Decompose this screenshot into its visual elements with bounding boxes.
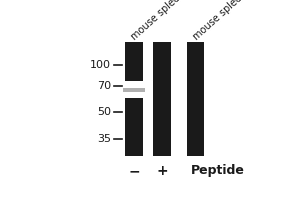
Bar — [187, 42, 204, 156]
Bar — [153, 42, 171, 156]
Text: mouse spleen: mouse spleen — [130, 0, 187, 42]
Text: 35: 35 — [97, 134, 111, 144]
Text: −: − — [128, 164, 140, 178]
Text: +: + — [156, 164, 168, 178]
Text: 100: 100 — [90, 60, 111, 70]
Bar — [125, 42, 143, 156]
Text: 50: 50 — [97, 107, 111, 117]
Bar — [123, 88, 145, 92]
Text: 70: 70 — [97, 81, 111, 91]
Bar — [123, 81, 145, 98]
Text: Peptide: Peptide — [191, 164, 244, 177]
Text: mouse spleen: mouse spleen — [191, 0, 249, 42]
